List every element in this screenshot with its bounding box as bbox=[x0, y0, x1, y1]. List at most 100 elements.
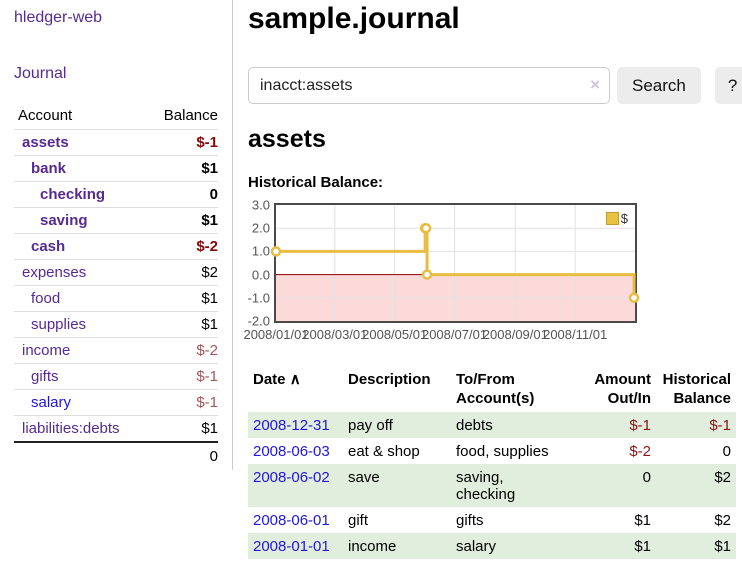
account-link[interactable]: bank bbox=[31, 160, 67, 177]
y-tick-label: -2.0 bbox=[247, 313, 270, 329]
transaction-description: pay off bbox=[348, 417, 393, 434]
x-tick-label: 2008/11/01 bbox=[543, 327, 608, 342]
transaction-date-link[interactable]: 2008-06-02 bbox=[253, 469, 330, 486]
table-row: 2008-06-01 gift gifts $1 $2 bbox=[248, 507, 736, 533]
transaction-balance: $-1 bbox=[709, 417, 731, 434]
accounts-total: 0 bbox=[145, 441, 218, 470]
account-row: assets $-1 bbox=[14, 129, 218, 156]
transaction-amount: 0 bbox=[642, 469, 651, 486]
x-tick-label: 2008/01/01 bbox=[243, 327, 309, 342]
account-link[interactable]: cash bbox=[31, 238, 66, 255]
x-tick-label: 2008/09/01 bbox=[482, 327, 548, 342]
transaction-balance: $2 bbox=[714, 512, 731, 529]
account-balance: $2 bbox=[145, 259, 218, 286]
transaction-accounts: saving, checking bbox=[456, 469, 516, 503]
transaction-amount: $-1 bbox=[629, 417, 651, 434]
account-link[interactable]: saving bbox=[40, 212, 88, 229]
table-row: 2008-06-02 save saving, checking 0 $2 bbox=[248, 464, 736, 507]
table-row: 2008-12-31 pay off debts $-1 $-1 bbox=[248, 412, 736, 438]
column-header-description: Description bbox=[348, 371, 431, 388]
register-table: Date ∧ Description To/From Account(s) Am… bbox=[248, 366, 736, 559]
transaction-date-link[interactable]: 2008-06-03 bbox=[253, 443, 330, 460]
transaction-accounts: debts bbox=[456, 417, 493, 434]
transaction-date-link[interactable]: 2008-01-01 bbox=[253, 538, 330, 555]
register-header-row: Date ∧ Description To/From Account(s) Am… bbox=[248, 366, 736, 412]
transaction-balance: $1 bbox=[714, 538, 731, 555]
x-tick-label: 2008/03/01 bbox=[302, 327, 368, 342]
account-row: saving $1 bbox=[14, 207, 218, 234]
column-header-balance: Historical Balance bbox=[662, 371, 731, 407]
account-link[interactable]: checking bbox=[40, 186, 106, 203]
account-balance: $-1 bbox=[145, 363, 218, 390]
account-balance: $1 bbox=[145, 311, 218, 338]
account-row: checking 0 bbox=[14, 181, 218, 208]
sort-ascending-icon: ∧ bbox=[289, 371, 301, 388]
transaction-accounts: gifts bbox=[456, 512, 484, 529]
account-link[interactable]: food bbox=[31, 290, 61, 307]
chart-heading: Historical Balance: bbox=[248, 174, 384, 191]
search-input[interactable] bbox=[248, 67, 610, 104]
table-row: 2008-06-03 eat & shop food, supplies $-2… bbox=[248, 438, 736, 464]
accounts-table: Account Balance assets $-1 bank $1 bbox=[14, 104, 218, 470]
x-tick-label: 2008/05/01 bbox=[362, 327, 428, 342]
account-row: cash $-2 bbox=[14, 233, 218, 260]
account-balance: 0 bbox=[145, 181, 218, 208]
column-header-tofrom: To/From Account(s) bbox=[456, 371, 535, 407]
account-link[interactable]: gifts bbox=[31, 368, 59, 385]
search-button[interactable]: Search bbox=[617, 67, 701, 104]
account-heading: assets bbox=[248, 125, 326, 153]
help-button[interactable]: ? bbox=[714, 67, 742, 104]
transaction-balance: 0 bbox=[722, 443, 731, 460]
y-tick-label: -1.0 bbox=[247, 290, 270, 306]
accounts-body: assets $-1 bank $1 checking 0 bbox=[14, 129, 218, 443]
account-balance: $1 bbox=[145, 285, 218, 312]
account-link[interactable]: salary bbox=[31, 394, 72, 411]
column-header-amount: Amount Out/In bbox=[594, 371, 651, 407]
transaction-amount: $1 bbox=[634, 512, 651, 529]
register-body: 2008-12-31 pay off debts $-1 $-1 2008-06… bbox=[248, 412, 736, 559]
transaction-date-link[interactable]: 2008-12-31 bbox=[253, 417, 330, 434]
account-balance: $-2 bbox=[145, 337, 218, 364]
account-row: bank $1 bbox=[14, 155, 218, 182]
account-row: gifts $-1 bbox=[14, 363, 218, 390]
search-form: × Search ? bbox=[248, 67, 742, 104]
clear-search-icon[interactable]: × bbox=[590, 75, 600, 94]
account-link[interactable]: supplies bbox=[31, 316, 87, 333]
accounts-total-row: 0 bbox=[14, 441, 218, 470]
transaction-amount: $1 bbox=[634, 538, 651, 555]
transaction-accounts: salary bbox=[456, 538, 497, 555]
column-header-date[interactable]: Date ∧ bbox=[253, 371, 301, 388]
x-tick-label: 2008/07/01 bbox=[421, 327, 488, 342]
account-balance: $-1 bbox=[145, 129, 218, 156]
historical-balance-chart: 3.0 2.0 1.0 0.0 -1.0 -2.0 $ 2008/01/01 2008/03… bbox=[243, 198, 742, 349]
account-row: supplies $1 bbox=[14, 311, 218, 338]
account-balance: $-2 bbox=[145, 233, 218, 260]
app-title-link[interactable]: hledger-web bbox=[14, 9, 103, 26]
y-tick-label: 0.0 bbox=[251, 267, 270, 283]
account-link[interactable]: assets bbox=[22, 134, 69, 151]
account-row: food $1 bbox=[14, 285, 218, 312]
account-link[interactable]: expenses bbox=[22, 264, 87, 281]
accounts-header-account: Account bbox=[14, 104, 146, 130]
account-balance: $1 bbox=[145, 155, 218, 182]
plot-area-svg bbox=[270, 205, 640, 321]
legend-swatch-icon bbox=[605, 212, 619, 225]
y-tick-label: 3.0 bbox=[251, 197, 270, 213]
account-link[interactable]: liabilities:debts bbox=[22, 420, 120, 437]
transaction-balance: $2 bbox=[714, 469, 731, 486]
transaction-amount: $-2 bbox=[629, 443, 651, 460]
transaction-description: income bbox=[348, 538, 397, 555]
app-title: hledger-web bbox=[14, 9, 218, 27]
main-content: sample.journal × Search ? assets Histori… bbox=[243, 0, 742, 559]
account-balance: $1 bbox=[145, 207, 218, 234]
sidebar-item-journal[interactable]: Journal bbox=[14, 65, 67, 82]
account-row: liabilities:debts $1 bbox=[14, 416, 218, 443]
page-title: sample.journal bbox=[248, 2, 460, 35]
account-balance: $-1 bbox=[145, 389, 218, 416]
chart-plot-area: $ bbox=[270, 203, 640, 323]
transaction-date-link[interactable]: 2008-06-01 bbox=[253, 512, 330, 529]
account-link[interactable]: income bbox=[22, 342, 71, 359]
account-row: salary $-1 bbox=[14, 389, 218, 416]
account-row: expenses $2 bbox=[14, 259, 218, 286]
account-row: income $-2 bbox=[14, 337, 218, 364]
